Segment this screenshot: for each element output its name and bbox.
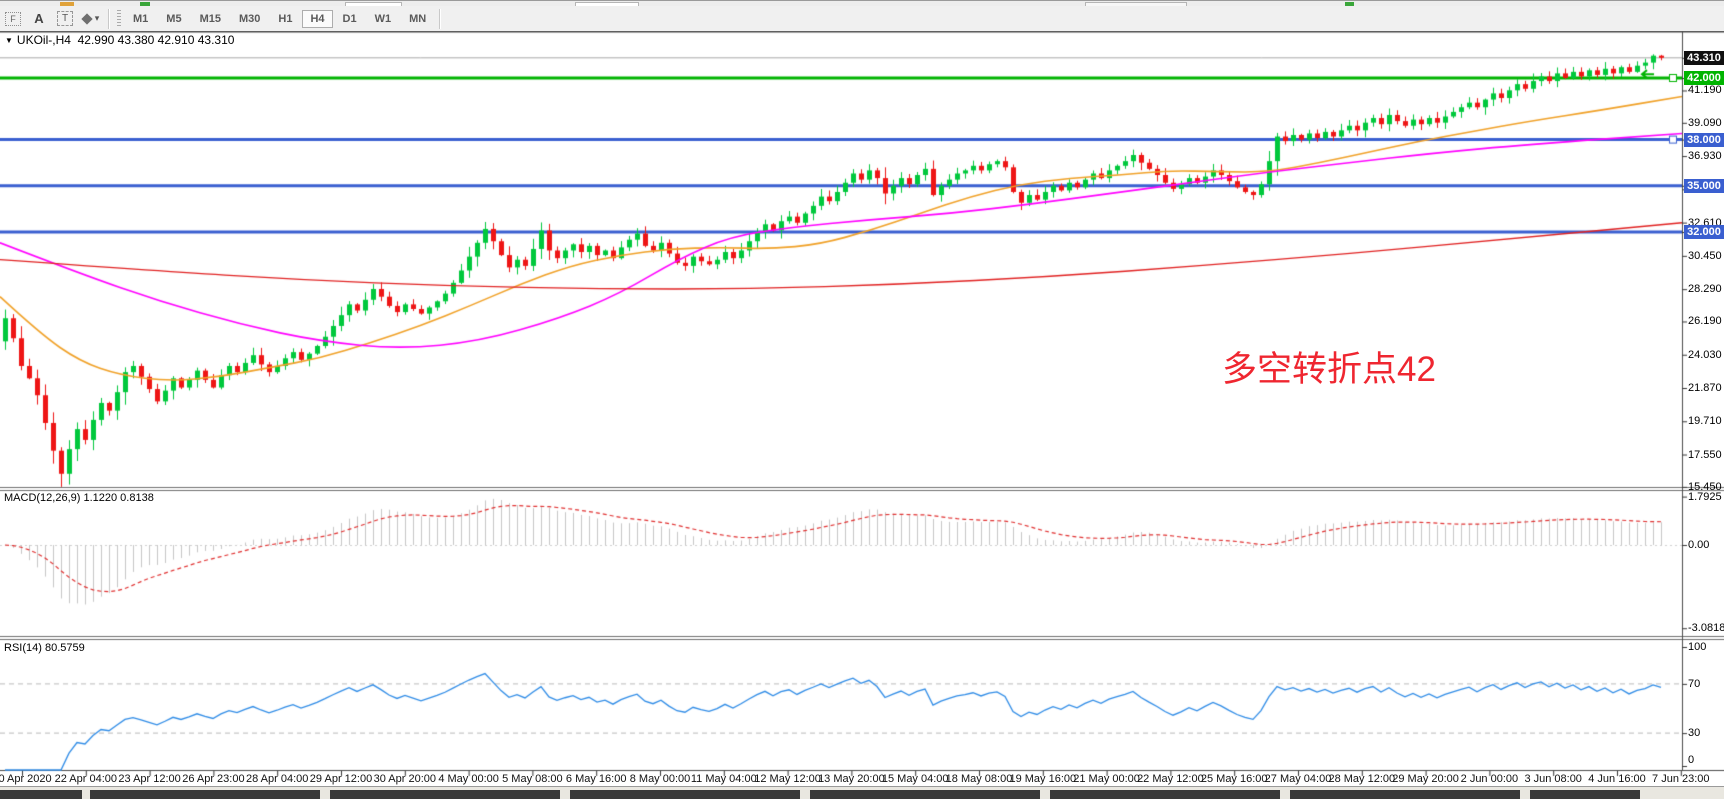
taskbar-segment[interactable]	[570, 790, 800, 799]
toolbar-separator	[108, 8, 110, 29]
time-axis-label: 22 Apr 04:00	[54, 773, 117, 785]
taskbar-segment[interactable]	[1530, 790, 1640, 799]
taskbar-segment[interactable]	[90, 790, 320, 799]
price-tick-label: 24.030	[1688, 348, 1722, 361]
time-axis-label: 27 May 04:00	[1264, 773, 1332, 785]
pointer-tool-button[interactable]: F	[1, 9, 25, 29]
time-axis-label: 25 May 16:00	[1200, 773, 1268, 785]
shapes-icon	[81, 12, 93, 25]
timeframe-button-MN[interactable]: MN	[409, 12, 427, 25]
rsi-axis-label: 0	[1688, 754, 1695, 766]
price-tick-label: 17.550	[1688, 448, 1722, 461]
rsi-value: 80.5759	[44, 642, 85, 654]
toolbar-separator	[439, 8, 442, 29]
macd-axis-label: -3.0818	[1688, 622, 1724, 635]
taskbar-segment[interactable]	[810, 790, 1040, 799]
price-badge-32.000: 32.000	[1684, 225, 1724, 239]
macd-values: 1.1220 0.8138	[83, 492, 154, 504]
taskbar-segment[interactable]	[1050, 790, 1280, 799]
price-tick-label: 19.710	[1688, 415, 1722, 428]
time-axis-label: 19 May 16:00	[1009, 773, 1077, 785]
time-axis-label: 18 May 08:00	[945, 773, 1013, 785]
text-box-tool-button[interactable]: T	[53, 9, 77, 29]
text-label-tool-button[interactable]: A	[27, 9, 51, 29]
taskbar-segment[interactable]	[1290, 790, 1520, 799]
rsi-label: RSI(14)	[4, 642, 42, 654]
time-axis-label: 4 May 00:00	[438, 773, 499, 785]
time-axis-label: 20 Apr 2020	[0, 773, 52, 785]
shapes-tool-button[interactable]: ▾	[79, 9, 103, 29]
time-axis-label: 4 Jun 16:00	[1588, 773, 1646, 785]
symbol-title: UKOil-,H4	[16, 33, 71, 47]
rsi-axis-label: 70	[1688, 677, 1701, 690]
taskbar-segment[interactable]	[330, 790, 560, 799]
timeframe-button-H1[interactable]: H1	[278, 12, 293, 25]
symbol-dropdown-icon[interactable]: ▼	[5, 36, 13, 45]
price-badge-38.000: 38.000	[1684, 132, 1724, 147]
timeframe-button-M15[interactable]: M15	[199, 12, 221, 25]
time-axis-label: 30 Apr 20:00	[373, 773, 436, 785]
price-tick-label: 28.290	[1688, 283, 1722, 296]
time-axis-label: 29 May 20:00	[1392, 773, 1459, 785]
time-axis-label: 7 Jun 23:00	[1652, 773, 1710, 785]
time-axis-label: 21 May 00:00	[1073, 773, 1140, 785]
time-axis-label: 3 Jun 08:00	[1524, 773, 1582, 785]
symbol-ohlc: 42.990 43.380 42.910 43.310	[77, 33, 235, 47]
price-tick-label: 39.090	[1688, 116, 1722, 129]
price-tick-label: 21.870	[1688, 382, 1722, 394]
rsi-axis-label: 30	[1688, 727, 1701, 740]
macd-label: MACD(12,26,9)	[4, 492, 81, 504]
rsi-axis-label: 100	[1688, 641, 1707, 653]
pointer-tool-icon: F	[5, 11, 21, 26]
time-axis-label: 28 Apr 04:00	[245, 773, 309, 785]
timeframe-button-M5[interactable]: M5	[166, 12, 182, 25]
time-axis-label: 12 May 12:00	[754, 773, 821, 785]
taskbar-segment[interactable]	[0, 790, 82, 799]
macd-axis-label: 0.00	[1688, 539, 1710, 551]
price-tick-label: 41.190	[1688, 84, 1722, 97]
time-axis-label: 15 May 04:00	[881, 773, 949, 785]
price-tick-label: 26.190	[1688, 315, 1722, 328]
time-axis-label: 22 May 12:00	[1137, 773, 1204, 785]
time-axis-label: 23 Apr 12:00	[118, 773, 181, 785]
price-badge-42.000: 42.000	[1684, 71, 1724, 85]
price-tick-label: 30.450	[1688, 249, 1722, 262]
toolbar: F A T ▾ M1 M5 M15 M30 H1 H4 D1 W1 MN	[0, 6, 1724, 31]
time-axis-label: 26 Apr 23:00	[182, 773, 245, 785]
symbol-line: ▼ UKOil-,H4 42.990 43.380 42.910 43.310	[5, 33, 234, 47]
timeframe-button-D1[interactable]: D1	[342, 12, 357, 25]
time-axis-label: 6 May 16:00	[565, 773, 627, 785]
price-tick-label: 36.930	[1688, 150, 1722, 163]
time-axis-label: 8 May 00:00	[629, 773, 691, 785]
timeframe-button-W1[interactable]: W1	[374, 12, 392, 25]
timeframe-button-H4[interactable]: H4	[302, 9, 333, 28]
text-box-icon: T	[56, 11, 74, 26]
dropdown-caret-icon: ▾	[94, 13, 100, 23]
time-axis-label: 13 May 20:00	[818, 773, 885, 785]
time-axis-label: 11 May 04:00	[690, 773, 757, 785]
chart-annotation-text[interactable]: 多空转折点42	[1222, 350, 1436, 389]
timeframe-button-M1[interactable]: M1	[133, 12, 149, 25]
timeframe-group: M1 M5 M15 M30 H1 H4 D1 W1 MN	[124, 9, 435, 28]
price-tick-label: 15.450	[1688, 480, 1722, 493]
price-badge-35.000: 35.000	[1684, 178, 1724, 193]
time-axis-label: 28 May 12:00	[1328, 773, 1396, 785]
toolbar-drag-handle[interactable]	[117, 9, 121, 28]
time-axis-label: 29 Apr 12:00	[309, 773, 373, 785]
rsi-pane-label: RSI(14) 80.5759	[4, 642, 85, 654]
price-badge-43.310: 43.310	[1684, 50, 1724, 65]
time-axis-label: 5 May 08:00	[502, 773, 563, 785]
timeframe-button-M30[interactable]: M30	[238, 12, 261, 25]
time-axis-label: 2 Jun 00:00	[1460, 773, 1519, 785]
macd-pane-label: MACD(12,26,9) 1.1220 0.8138	[4, 492, 154, 504]
text-label-icon: A	[34, 11, 44, 26]
macd-axis-label: 1.7925	[1688, 490, 1722, 503]
